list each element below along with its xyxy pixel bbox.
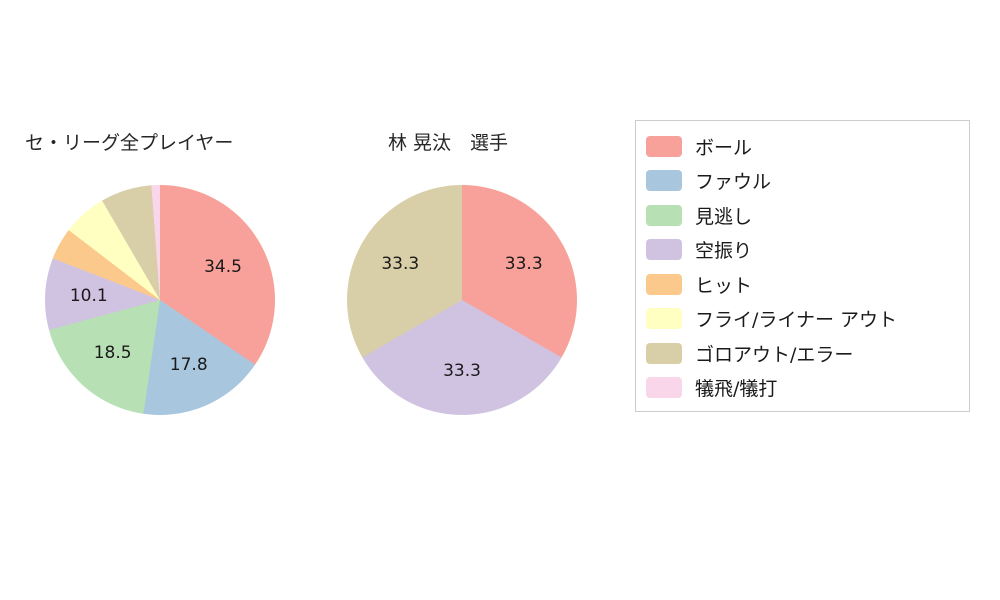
legend-label: 犠飛/犠打	[695, 378, 778, 401]
pie-chart-all-players: 34.5 17.8 18.5 10.1	[45, 185, 275, 415]
legend-swatch-called-strike	[646, 204, 682, 226]
legend-label: 空振り	[695, 240, 753, 263]
legend-item: ボール	[646, 129, 969, 164]
legend-label: 見逃し	[695, 205, 753, 228]
legend-swatch-swinging-strike	[646, 239, 682, 261]
pie-value-label: 18.5	[93, 343, 132, 364]
pie-value-label: 10.1	[69, 286, 108, 307]
legend-swatch-fly-liner-out	[646, 308, 682, 330]
legend-item: フライ/ライナー アウト	[646, 302, 969, 337]
legend-label: ボール	[695, 136, 753, 159]
right-pie-title: 林 晃汰 選手	[388, 132, 509, 154]
legend-label: フライ/ライナー アウト	[695, 309, 898, 332]
legend-item: ファウル	[646, 164, 969, 199]
legend-swatch-foul	[646, 170, 682, 192]
legend: ボール ファウル 見逃し 空振り ヒット フライ/ライナー アウト ゴロアウト/…	[635, 120, 970, 412]
legend-label: ゴロアウト/エラー	[695, 343, 854, 366]
legend-item: ゴロアウト/エラー	[646, 336, 969, 371]
pie-value-label: 17.8	[169, 355, 208, 376]
pie-value-label: 34.5	[204, 256, 242, 277]
legend-swatch-groundout-error	[646, 342, 682, 364]
pie-value-label: 33.3	[504, 254, 543, 275]
pie-chart-player: 33.3 33.3 33.3	[347, 185, 577, 415]
pie-value-label: 33.3	[381, 254, 420, 275]
legend-swatch-hit	[646, 273, 682, 295]
left-pie-title: セ・リーグ全プレイヤー	[25, 132, 234, 154]
legend-label: ファウル	[695, 171, 772, 194]
pie-value-label: 33.3	[443, 361, 481, 382]
legend-item: ヒット	[646, 267, 969, 302]
legend-swatch-sacrifice	[646, 377, 682, 399]
legend-item: 犠飛/犠打	[646, 371, 969, 406]
legend-item: 空振り	[646, 233, 969, 268]
legend-item: 見逃し	[646, 198, 969, 233]
legend-swatch-ball	[646, 135, 682, 157]
legend-label: ヒット	[695, 274, 753, 297]
